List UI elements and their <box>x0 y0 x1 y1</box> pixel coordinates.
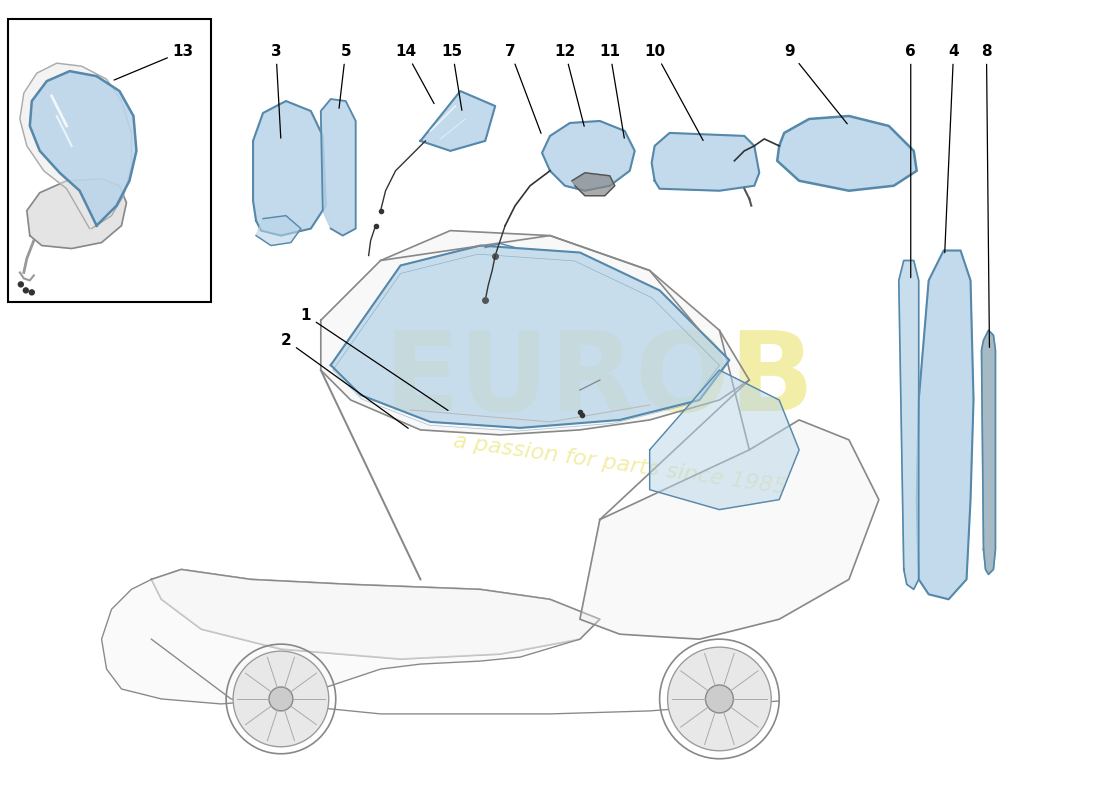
Text: 3: 3 <box>271 44 282 138</box>
Text: 5: 5 <box>339 44 351 108</box>
Text: 10: 10 <box>645 44 703 141</box>
Text: 2: 2 <box>280 333 408 428</box>
Circle shape <box>23 288 29 293</box>
Text: 8: 8 <box>981 44 992 347</box>
Circle shape <box>233 651 329 746</box>
Text: 12: 12 <box>554 44 584 126</box>
Text: 13: 13 <box>114 44 194 80</box>
Circle shape <box>270 687 293 711</box>
Circle shape <box>668 647 771 750</box>
Polygon shape <box>331 246 729 428</box>
Polygon shape <box>981 330 996 574</box>
Polygon shape <box>778 116 916 190</box>
Polygon shape <box>30 71 136 226</box>
Polygon shape <box>899 261 918 590</box>
Text: 15: 15 <box>442 44 463 110</box>
Text: 7: 7 <box>505 44 541 134</box>
Polygon shape <box>580 420 879 639</box>
Text: EUROB: EUROB <box>384 326 815 434</box>
Polygon shape <box>256 216 301 246</box>
Polygon shape <box>321 99 355 235</box>
Polygon shape <box>20 63 132 229</box>
Polygon shape <box>101 570 600 704</box>
Text: 14: 14 <box>395 44 434 103</box>
Text: 9: 9 <box>784 44 847 124</box>
Polygon shape <box>321 230 749 435</box>
Polygon shape <box>650 370 799 510</box>
Polygon shape <box>253 101 326 235</box>
Circle shape <box>19 282 23 287</box>
Circle shape <box>705 685 734 713</box>
Polygon shape <box>26 178 126 249</box>
Text: 6: 6 <box>905 44 916 278</box>
Text: a passion for parts since 1985: a passion for parts since 1985 <box>452 431 788 498</box>
Circle shape <box>30 290 34 295</box>
FancyBboxPatch shape <box>8 19 211 302</box>
Polygon shape <box>651 133 759 190</box>
Text: 4: 4 <box>945 44 959 253</box>
Polygon shape <box>542 121 635 190</box>
Polygon shape <box>420 91 495 151</box>
Text: 11: 11 <box>600 44 625 138</box>
Polygon shape <box>572 173 615 196</box>
Polygon shape <box>152 570 600 659</box>
Polygon shape <box>916 250 974 599</box>
Text: 1: 1 <box>300 308 448 410</box>
